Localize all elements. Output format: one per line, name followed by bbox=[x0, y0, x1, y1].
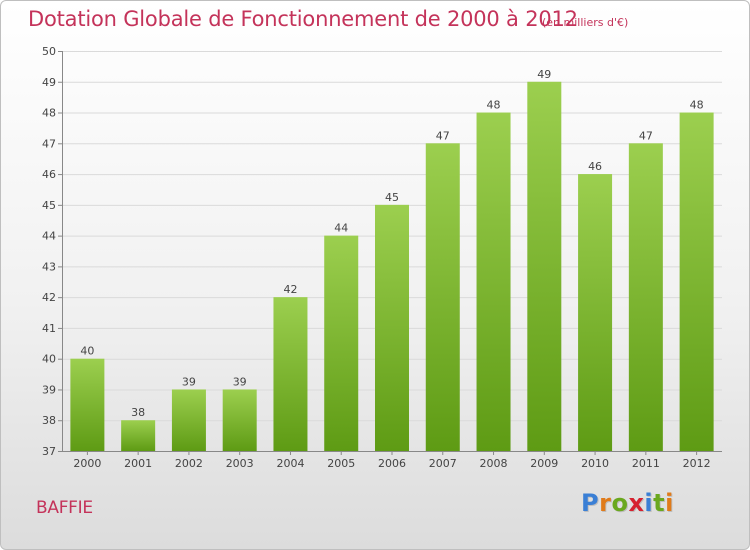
bar-value-label: 45 bbox=[385, 191, 399, 204]
bar bbox=[476, 112, 511, 452]
x-tick-label: 2006 bbox=[378, 457, 406, 470]
y-tick-label: 47 bbox=[42, 137, 56, 150]
bar-value-label: 40 bbox=[80, 345, 94, 358]
x-tick-label: 2009 bbox=[530, 457, 558, 470]
x-tick-label: 2004 bbox=[276, 457, 304, 470]
data-labels: 40 38 39 39 42 44 45 47 48 49 46 47 48 bbox=[80, 68, 703, 419]
logo-letter: i bbox=[665, 489, 674, 517]
y-tick-label: 41 bbox=[42, 322, 56, 335]
commune-name: BAFFIE bbox=[36, 498, 93, 518]
bar bbox=[425, 143, 460, 452]
bar-value-label: 48 bbox=[487, 99, 501, 112]
x-tick-label: 2001 bbox=[124, 457, 152, 470]
bar-value-label: 46 bbox=[588, 160, 602, 173]
bar-value-label: 47 bbox=[436, 129, 450, 142]
x-tick-label: 2005 bbox=[327, 457, 355, 470]
axes: 37 38 39 40 41 42 43 44 45 46 47 48 49 50 2000 2001 2002… bbox=[42, 45, 722, 470]
bar bbox=[324, 235, 359, 451]
bar-value-label: 47 bbox=[639, 129, 653, 142]
proxiti-logo: Proxiti bbox=[581, 489, 674, 517]
y-tick-label: 46 bbox=[42, 168, 56, 181]
bar bbox=[679, 112, 714, 452]
x-tick-label: 2010 bbox=[581, 457, 609, 470]
bar bbox=[375, 204, 409, 451]
bar bbox=[70, 358, 105, 451]
y-tick-label: 38 bbox=[42, 414, 56, 427]
y-tick-label: 48 bbox=[42, 107, 56, 120]
bars bbox=[70, 81, 714, 452]
chart-title: Dotation Globale de Fonctionnement de 20… bbox=[28, 7, 578, 31]
bar bbox=[273, 297, 308, 451]
bar bbox=[578, 174, 613, 452]
y-tick-label: 40 bbox=[42, 353, 56, 366]
x-tick-label: 2002 bbox=[175, 457, 203, 470]
bar bbox=[171, 389, 206, 451]
y-tick-label: 49 bbox=[42, 76, 56, 89]
bar-value-label: 42 bbox=[283, 283, 297, 296]
logo-letter: P bbox=[581, 489, 600, 517]
x-tick-label: 2000 bbox=[73, 457, 101, 470]
logo-letter: i bbox=[644, 489, 654, 517]
y-tick-label: 42 bbox=[42, 291, 56, 304]
bar bbox=[222, 389, 257, 451]
y-tick-label: 45 bbox=[42, 199, 56, 212]
bar-value-label: 39 bbox=[233, 375, 247, 388]
bar bbox=[527, 81, 562, 452]
x-tick-label: 2008 bbox=[480, 457, 508, 470]
y-tick-label: 44 bbox=[42, 230, 56, 243]
logo-letter: r bbox=[599, 489, 612, 517]
y-tick-label: 37 bbox=[42, 445, 56, 458]
bar bbox=[121, 420, 156, 451]
bar bbox=[628, 143, 663, 452]
x-tick-label: 2007 bbox=[429, 457, 457, 470]
y-tick-label: 39 bbox=[42, 383, 56, 396]
bar-value-label: 48 bbox=[690, 99, 704, 112]
logo-letter: t bbox=[653, 489, 666, 517]
x-tick-label: 2011 bbox=[632, 457, 660, 470]
y-tick-label: 50 bbox=[42, 45, 56, 58]
bar-value-label: 44 bbox=[334, 222, 348, 235]
y-tick-label: 43 bbox=[42, 260, 56, 273]
x-tick-label: 2003 bbox=[226, 457, 254, 470]
bar-value-label: 49 bbox=[537, 68, 551, 81]
chart-subtitle: (en milliers d'€) bbox=[542, 16, 629, 29]
bar-value-label: 38 bbox=[131, 406, 145, 419]
bar-value-label: 39 bbox=[182, 375, 196, 388]
logo-letter: o bbox=[611, 489, 629, 517]
x-tick-label: 2012 bbox=[683, 457, 711, 470]
logo-letter: x bbox=[628, 489, 645, 517]
